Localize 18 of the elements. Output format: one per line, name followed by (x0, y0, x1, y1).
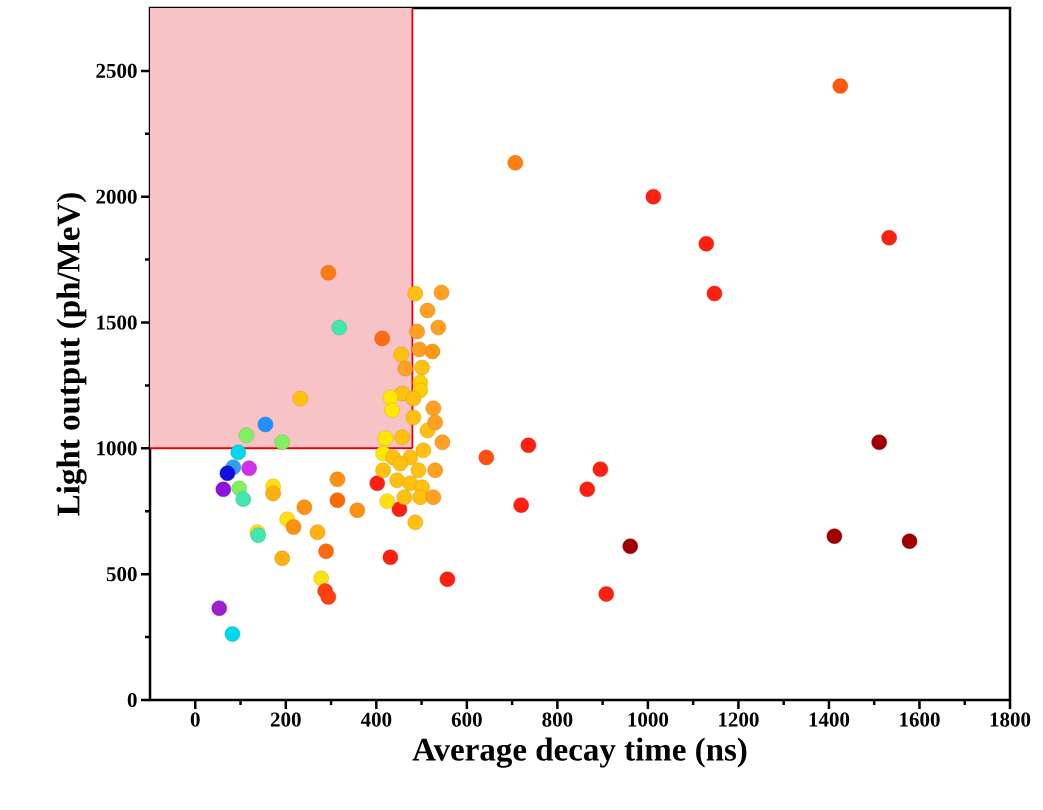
x-tick-label: 600 (451, 712, 482, 727)
x-tick-label: 800 (542, 712, 573, 727)
x-tick-label: 1800 (990, 712, 1031, 727)
x-tick-label: 200 (270, 712, 301, 727)
y-tick-label: 1500 (97, 315, 137, 330)
x-tick-label: 1400 (809, 712, 850, 727)
y-tick-label: 0 (127, 692, 137, 708)
y-tick-label: 2500 (96, 63, 137, 78)
x-tick-label: 1600 (900, 712, 940, 727)
y-tick-label: 2000 (96, 189, 137, 204)
x-tick-label: 0 (190, 712, 200, 727)
x-tick-label: 1000 (628, 712, 669, 727)
x-tick-label: 400 (360, 712, 392, 727)
x-tick-label: 1200 (719, 712, 759, 727)
y-tick-label: 1000 (97, 441, 137, 456)
y-tick-label: 500 (106, 567, 137, 582)
y-axis-title: Light output (ph/MeV) (56, 193, 87, 516)
x-axis-title: Average decay time (ns) (412, 737, 747, 768)
